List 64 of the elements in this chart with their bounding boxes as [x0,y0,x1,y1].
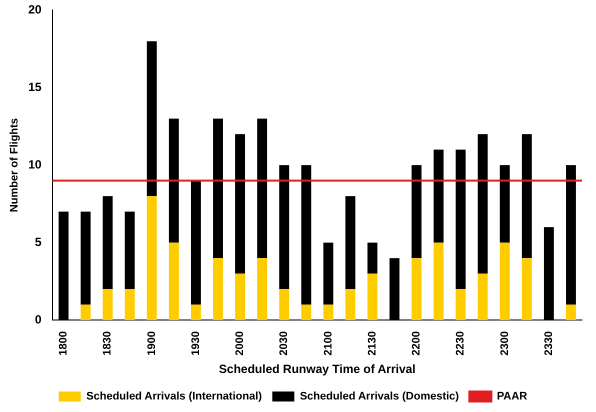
bar [190,180,201,305]
bar [102,289,113,320]
x-axis-title: Scheduled Runway Time of Arrival [218,362,416,376]
x-tick-label: 1900 [146,331,158,356]
bar [566,304,576,320]
bar [367,274,378,320]
bar [146,196,157,320]
bar [124,212,135,290]
bar [102,196,113,290]
y-tick-label: 10 [28,157,42,172]
x-tick-label: 2330 [542,331,555,356]
x-tick-label: 1930 [190,331,202,356]
bar [257,118,268,258]
bar [301,165,312,305]
x-tick-label: 2200 [410,331,423,356]
bar [235,274,246,320]
legend-label: PAAR [496,390,528,403]
y-tick-label: 15 [28,80,42,94]
bar [345,196,356,290]
bar [80,212,91,305]
bar [522,258,532,320]
x-tick-label: 2300 [498,331,511,356]
y-tick-label: 20 [28,2,42,17]
bar [279,289,290,320]
bar [566,165,576,305]
bar [213,258,223,320]
x-tick-label: 2030 [278,331,290,356]
bar [257,258,268,320]
bar [456,150,466,290]
bar [412,258,422,320]
legend-label: Scheduled Arrivals (Domestic) [300,390,460,403]
bar [522,134,532,258]
bar [478,274,488,320]
x-tick-label: 2100 [322,331,334,356]
legend-label: Scheduled Arrivals (International) [86,390,262,403]
x-tick-label: 1800 [58,331,70,356]
y-tick-label: 0 [34,312,42,326]
y-tick-label: 5 [34,234,42,249]
bar [168,118,179,243]
x-tick-label: 2130 [366,331,378,356]
bar [301,304,312,320]
bar [124,289,135,320]
bar [434,242,444,320]
bar [456,289,466,320]
bar [279,165,290,290]
bar [500,165,510,243]
bar [345,289,356,320]
bar [168,242,179,320]
bar [434,150,444,243]
x-tick-label: 2230 [454,331,467,356]
bar [478,134,488,274]
bar [323,242,334,305]
bar [80,304,91,320]
bar [146,41,157,196]
y-axis-title: Number of Flights [8,118,21,212]
x-tick-label: 2000 [234,331,246,356]
bar [323,304,334,320]
bar [500,242,510,320]
bar [412,165,422,258]
bar [235,134,246,274]
bar [367,242,378,274]
bar [190,304,201,320]
bar [213,118,223,258]
x-tick-label: 1830 [102,331,114,356]
